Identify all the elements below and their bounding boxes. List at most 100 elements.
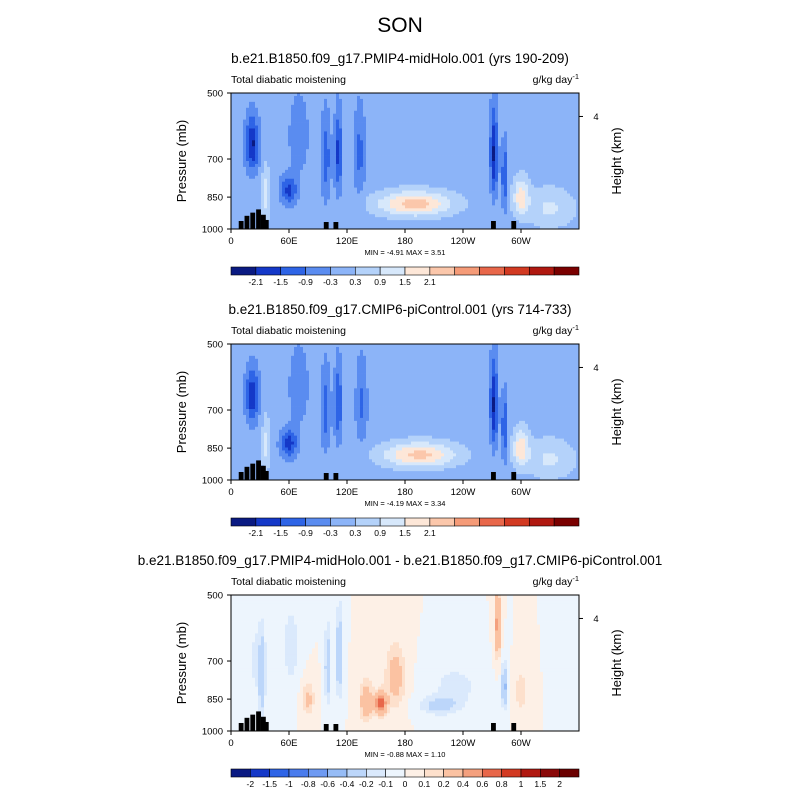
contour-cell [333, 214, 337, 218]
contour-cell [252, 149, 256, 153]
contour-cell [297, 137, 301, 141]
contour-cell [519, 169, 523, 174]
contour-cell [468, 196, 472, 200]
contour-cell [426, 223, 430, 227]
contour-cell [486, 93, 490, 97]
contour-cell [396, 172, 400, 177]
contour-cell [288, 223, 292, 227]
contour-cell [546, 134, 550, 138]
contour-cell [300, 158, 304, 162]
contour-cell [321, 196, 325, 200]
contour-cell [342, 184, 346, 188]
contour-cell [312, 187, 316, 191]
contour-cell [324, 161, 328, 165]
contour-cell [549, 95, 553, 100]
contour-cell [432, 110, 436, 115]
contour-cell [444, 134, 448, 138]
contour-cell [351, 134, 355, 138]
contour-cell [420, 163, 424, 168]
contour-cell [465, 93, 469, 97]
contour-cell [279, 220, 283, 224]
contour-cell [528, 187, 532, 191]
contour-cell [516, 163, 520, 168]
contour-cell [348, 166, 352, 171]
contour-cell [549, 137, 553, 141]
contour-cell [291, 95, 295, 100]
contour-cell [255, 161, 259, 165]
contour-cell [480, 199, 484, 203]
contour-cell [231, 128, 235, 132]
contour-cell [393, 125, 397, 129]
contour-cell [327, 169, 331, 174]
contour-cell [279, 152, 283, 156]
contour-cell [495, 98, 499, 103]
contour-cell [465, 110, 469, 115]
contour-cell [396, 166, 400, 171]
contour-cell [453, 95, 457, 100]
contour-cell [417, 196, 421, 200]
contour-cell [333, 113, 337, 118]
contour-cell [240, 116, 244, 120]
contour-cell [291, 202, 295, 206]
contour-cell [528, 217, 532, 221]
contour-cell [423, 208, 427, 212]
contour-cell [414, 202, 418, 206]
contour-cell [540, 140, 544, 144]
contour-cell [369, 172, 373, 177]
contour-cell [486, 155, 490, 159]
contour-cell [447, 199, 451, 203]
contour-cell [432, 113, 436, 118]
contour-cell [489, 152, 493, 156]
contour-cell [327, 166, 331, 171]
contour-cell [480, 226, 484, 230]
contour-cell [468, 146, 472, 150]
contour-cell [402, 98, 406, 103]
contour-cell [345, 184, 349, 188]
contour-cell [336, 119, 340, 123]
contour-cell [231, 178, 235, 183]
contour-cell [387, 140, 391, 144]
contour-cell [357, 143, 361, 147]
contour-cell [312, 122, 316, 126]
contour-cell [549, 149, 553, 153]
contour-cell [231, 146, 235, 150]
contour-cell [459, 178, 463, 183]
contour-cell [498, 113, 502, 118]
contour-cell [291, 161, 295, 165]
contour-cell [396, 193, 400, 197]
contour-cell [345, 140, 349, 144]
contour-cell [324, 104, 328, 109]
contour-cell [300, 131, 304, 135]
contour-cell [342, 208, 346, 212]
contour-cell [303, 226, 307, 230]
contour-cell [531, 152, 535, 156]
contour-cell [375, 146, 379, 150]
contour-cell [480, 116, 484, 120]
contour-cell [552, 223, 556, 227]
contour-cell [486, 98, 490, 103]
contour-cell [495, 202, 499, 206]
contour-cell [339, 211, 343, 215]
contour-cell [264, 116, 268, 120]
contour-cell [435, 214, 439, 218]
contour-cell [531, 125, 535, 129]
contour-cell [249, 110, 253, 115]
contour-cell [528, 226, 532, 230]
contour-cell [507, 104, 511, 109]
contour-cell [552, 98, 556, 103]
contour-cell [351, 152, 355, 156]
contour-cell [531, 110, 535, 115]
contour-cell [288, 166, 292, 171]
contour-cell [474, 116, 478, 120]
contour-cell [543, 119, 547, 123]
contour-cell [417, 187, 421, 191]
contour-cell [471, 98, 475, 103]
contour-cell [261, 208, 265, 212]
contour-cell [456, 208, 460, 212]
contour-cell [486, 190, 490, 194]
contour-cell [501, 143, 505, 147]
contour-cell [441, 122, 445, 126]
contour-cell [336, 202, 340, 206]
contour-cell [351, 93, 355, 97]
contour-cell [462, 116, 466, 120]
